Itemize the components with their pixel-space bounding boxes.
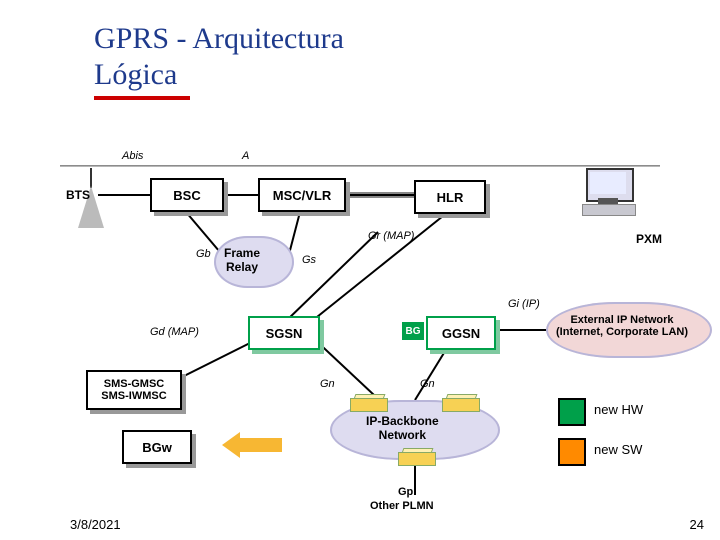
bgw-node: BGw [122,430,192,464]
footer-date: 3/8/2021 [70,517,121,532]
external-ip-cloud: External IP Network (Internet, Corporate… [546,302,712,358]
legend-newsw-label: new SW [594,442,642,457]
router-icon-2 [442,394,478,416]
iface-gn2: Gn [420,378,435,390]
iface-a: A [242,150,249,162]
page-title-line1: GPRS - Arquitectura [94,22,344,55]
divider [60,165,660,167]
iface-gb: Gb [196,248,211,260]
page-number: 24 [690,517,704,532]
title-underline [94,96,190,100]
iface-gi: Gi (IP) [508,298,540,310]
router-icon-3 [398,448,434,470]
legend-newhw-swatch [558,398,586,426]
hlr-node: HLR [414,180,486,214]
iface-gn1: Gn [320,378,335,390]
bg-node: BG [402,322,424,340]
router-icon-1 [350,394,386,416]
iface-otherplmn: Other PLMN [370,500,434,512]
legend-newhw-label: new HW [594,402,643,417]
iface-abis: Abis [122,150,143,162]
arrow-icon [222,432,282,458]
iface-gd: Gd (MAP) [150,326,199,338]
ggsn-node: GGSN [426,316,496,350]
iface-gp: Gp [398,486,413,498]
pxm-label: PXM [636,232,662,246]
sgsn-node: SGSN [248,316,320,350]
sms-node: SMS-GMSC SMS-IWMSC [86,370,182,410]
page-title-line2: Lógica [94,58,177,91]
iface-gs: Gs [302,254,316,266]
frame-relay-cloud: Frame Relay [214,236,294,288]
bts-label: BTS [66,188,90,202]
pxm-pc-icon [580,168,640,214]
iface-gr: Gr (MAP) [368,230,414,242]
bsc-node: BSC [150,178,224,212]
legend-newsw-swatch [558,438,586,466]
mscvlr-node: MSC/VLR [258,178,346,212]
